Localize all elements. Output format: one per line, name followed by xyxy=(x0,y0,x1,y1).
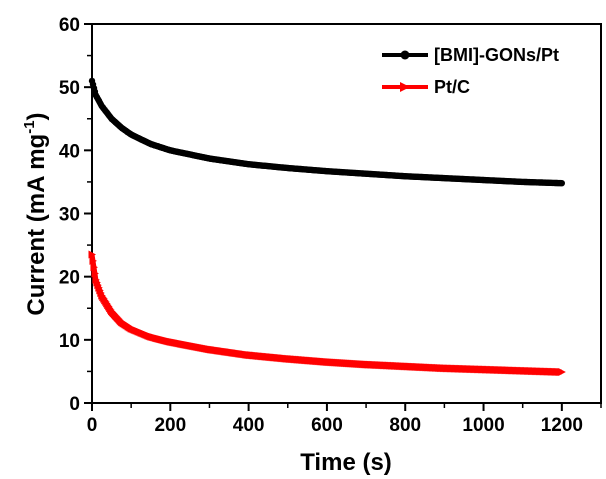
x-tick-label: 800 xyxy=(389,415,421,436)
x-tick-label: 600 xyxy=(311,415,343,436)
y-tick-label: 50 xyxy=(59,78,80,99)
y-axis-title: Current (mA mg-1) xyxy=(21,112,50,315)
y-axis-title-sup: -1 xyxy=(21,120,38,133)
axis-ticks: 0 200 400 600 800 1000 1200 0 10 20 30 40 50 60 xyxy=(59,15,602,436)
x-axis-title: Time (s) xyxy=(300,449,392,476)
x-tick-label: 400 xyxy=(233,415,265,436)
plot-frame xyxy=(91,23,602,404)
legend: [BMI]-GONs/Pt Pt/C xyxy=(382,45,559,97)
x-tick-label: 1000 xyxy=(462,415,504,436)
data-point xyxy=(558,180,565,187)
series-layer xyxy=(88,77,566,377)
data-point xyxy=(89,256,97,265)
data-point xyxy=(558,368,566,377)
legend-marker-0 xyxy=(400,50,410,60)
y-tick-label: 20 xyxy=(59,268,80,289)
y-tick-label: 10 xyxy=(59,331,80,352)
data-point xyxy=(90,263,98,272)
series-markers-0 xyxy=(88,77,565,187)
series-line-1 xyxy=(89,254,562,375)
y-axis-title-close: ) xyxy=(23,112,50,120)
y-axis-title-main: Current (mA mg xyxy=(23,134,50,316)
y-tick-label: 60 xyxy=(59,15,80,36)
data-point xyxy=(88,250,96,259)
legend-marker-1 xyxy=(400,82,410,92)
series-line-0 xyxy=(89,80,562,186)
y-tick-label: 40 xyxy=(59,141,80,162)
x-tick-label: 200 xyxy=(154,415,186,436)
legend-label-0: [BMI]-GONs/Pt xyxy=(434,45,559,65)
legend-label-1: Pt/C xyxy=(434,77,470,97)
y-tick-label: 0 xyxy=(69,394,80,415)
data-point xyxy=(91,269,99,278)
x-tick-label: 0 xyxy=(87,415,98,436)
series-markers-1 xyxy=(88,250,566,377)
y-tick-label: 30 xyxy=(59,205,80,226)
x-tick-label: 1200 xyxy=(541,415,583,436)
